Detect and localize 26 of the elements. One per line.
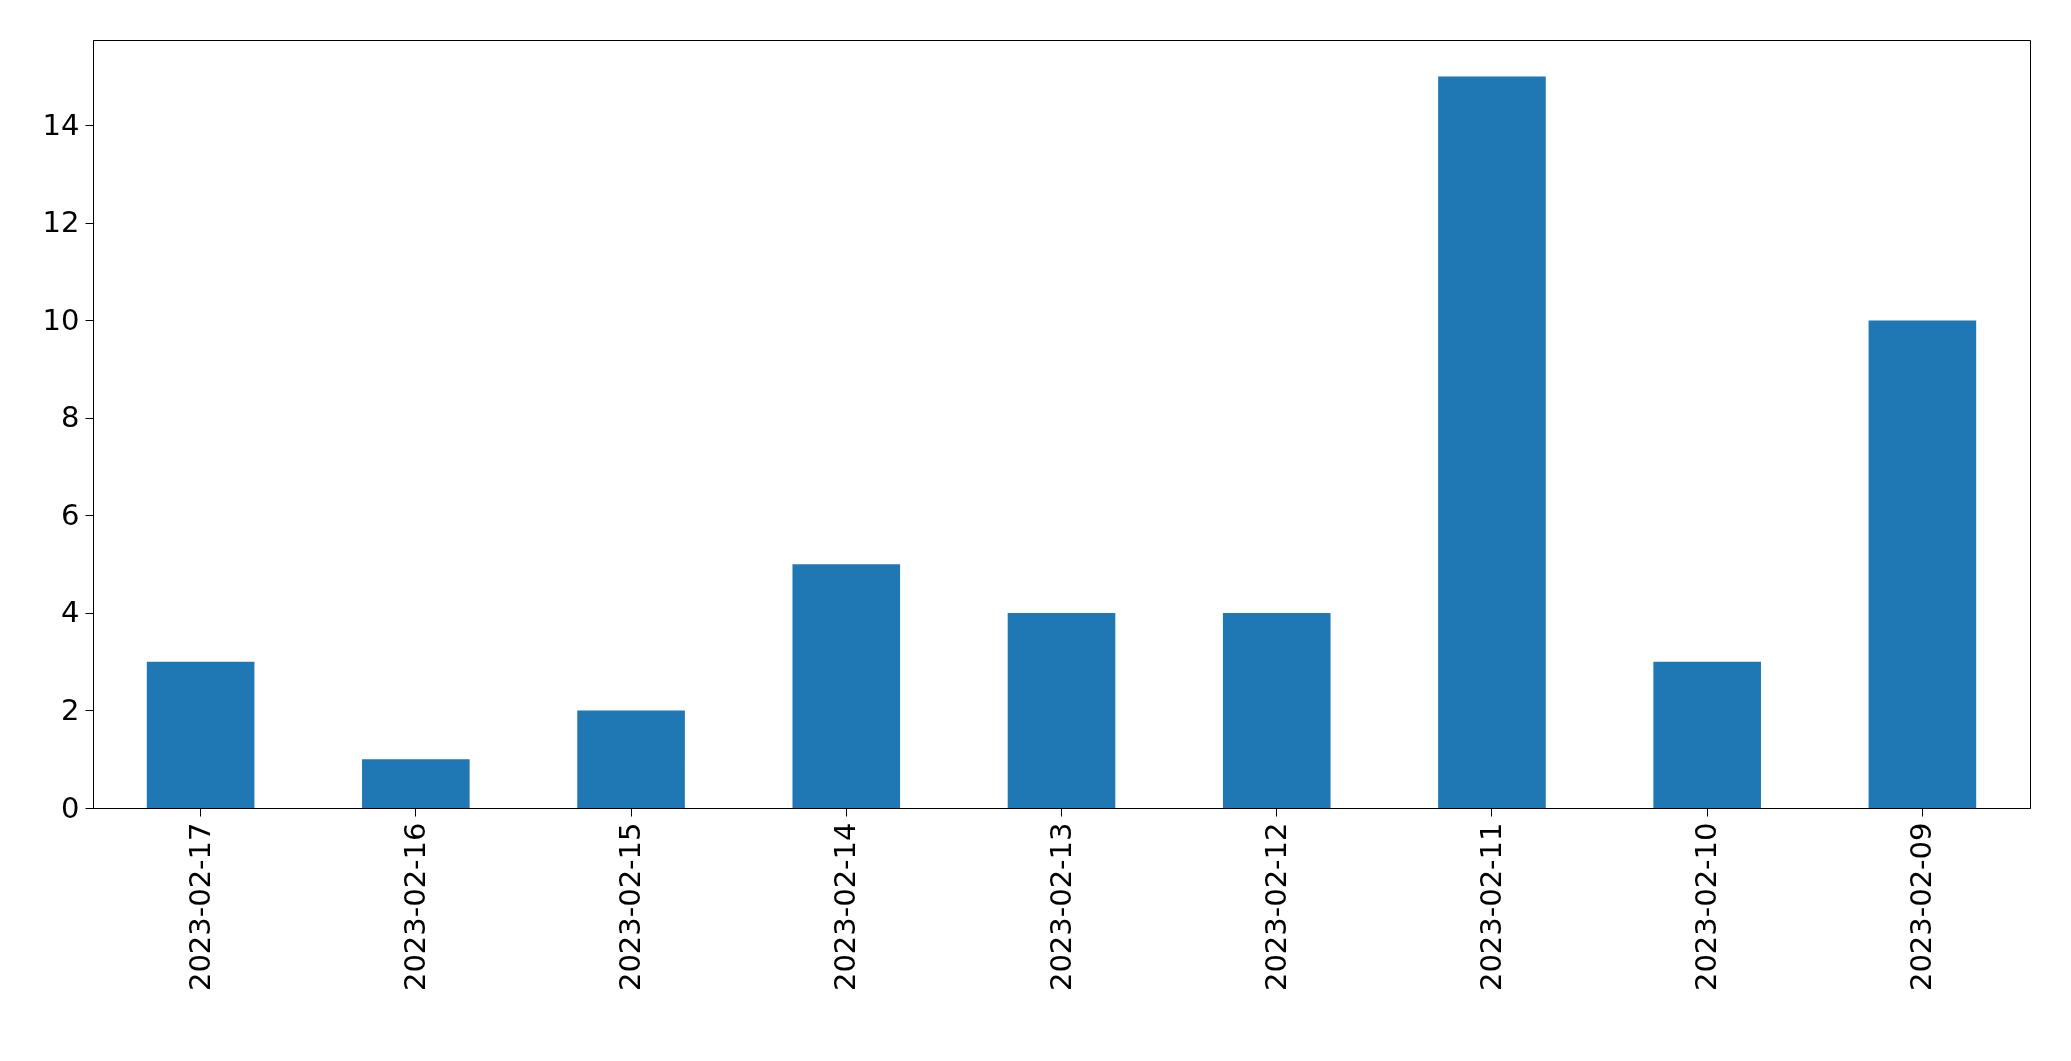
y-tick-label: 10 [42,302,80,337]
bar [362,759,470,808]
bar [1438,76,1546,808]
y-tick-label: 14 [42,107,80,142]
y-tick-label: 12 [42,205,80,240]
y-tick-label: 4 [61,595,80,630]
x-tick-label: 2023-02-16 [397,822,432,992]
x-tick-label: 2023-02-13 [1043,822,1078,992]
bar [1868,320,1977,808]
bar [792,564,901,808]
x-tick-label: 2023-02-14 [828,822,863,992]
x-tick-label: 2023-02-09 [1904,822,1939,992]
bar [577,710,685,808]
x-tick-label: 2023-02-11 [1473,822,1508,992]
bar [1653,661,1761,808]
bar [1007,612,1116,808]
y-tick-label: 2 [61,692,80,727]
x-tick-label: 2023-02-10 [1689,822,1724,992]
bar [1222,612,1331,808]
x-tick-label: 2023-02-17 [182,822,217,992]
y-tick-label: 8 [61,400,80,435]
x-tick-label: 2023-02-12 [1258,822,1293,992]
x-tick-label: 2023-02-15 [613,822,648,992]
y-tick-label: 6 [61,497,80,532]
y-tick-label: 0 [61,790,80,825]
bar [146,661,255,808]
